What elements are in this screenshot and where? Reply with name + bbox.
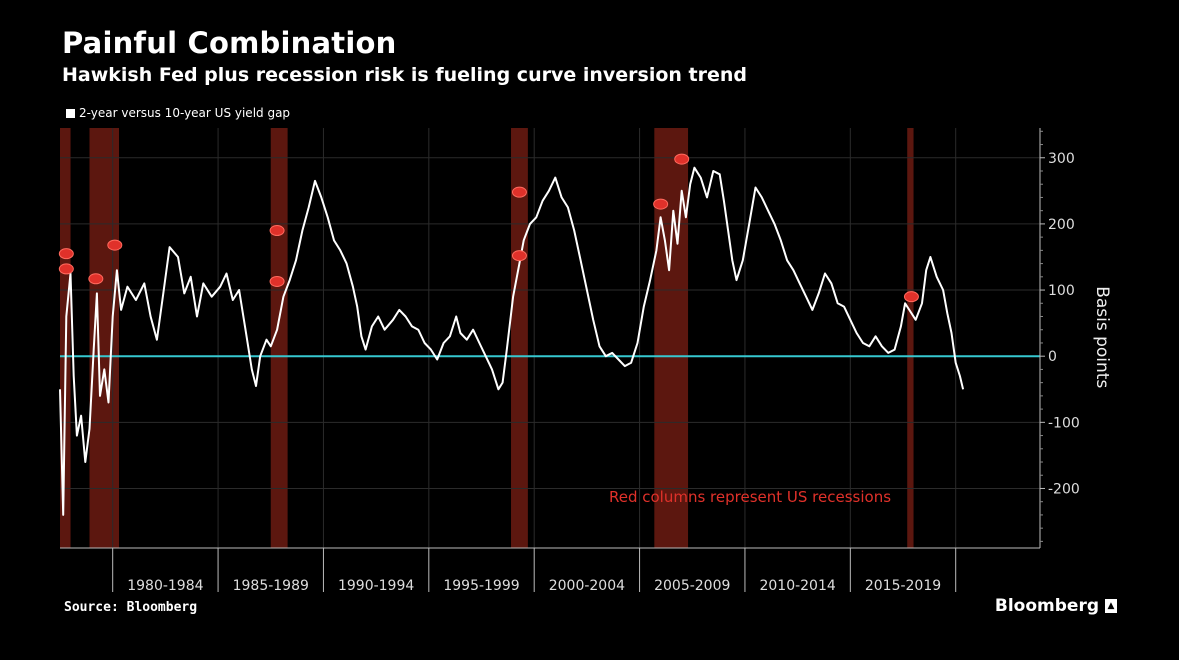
recession-annotation: Red columns represent US recessions: [609, 488, 891, 506]
chart-title: Painful Combination: [62, 26, 397, 60]
recession-marker: [58, 248, 74, 260]
legend-label: 2-year versus 10-year US yield gap: [79, 106, 291, 120]
recession-marker: [88, 273, 104, 285]
x-tick-label: 2005-2009: [654, 578, 730, 594]
x-tick-label: 1985-1989: [233, 578, 309, 594]
y-tick-label: -200: [1048, 481, 1080, 497]
recession-marker: [674, 153, 690, 165]
recession-marker: [269, 275, 285, 287]
x-tick-label: 1990-1994: [338, 578, 414, 594]
x-tick-label: 2000-2004: [549, 578, 625, 594]
brand-name: Bloomberg: [994, 596, 1099, 616]
source-note: Source: Bloomberg: [64, 600, 198, 615]
brand-logo: Bloomberg ▲: [995, 596, 1117, 616]
x-tick-label: 2015-2019: [865, 578, 941, 594]
recession-marker: [107, 239, 123, 251]
chart-subtitle: Hawkish Fed plus recession risk is fueli…: [62, 64, 748, 86]
legend: 2-year versus 10-year US yield gap: [66, 106, 290, 120]
recession-column: [907, 128, 914, 548]
recession-column: [654, 128, 689, 548]
yield-gap-line: [59, 166, 965, 516]
y-tick-label: 200: [1048, 217, 1075, 233]
x-tick-label: 1995-1999: [443, 578, 519, 594]
y-tick-label: -100: [1048, 415, 1080, 431]
legend-swatch: [66, 108, 75, 118]
recession-marker: [653, 198, 669, 210]
recession-marker: [511, 186, 527, 198]
y-tick-label: 300: [1048, 151, 1075, 167]
y-tick-label: 0: [1048, 349, 1057, 365]
y-axis-label: Basis points: [1092, 286, 1112, 388]
recession-marker: [269, 225, 285, 237]
recession-column: [511, 128, 528, 548]
recession-marker: [903, 291, 919, 303]
recession-marker: [511, 250, 527, 262]
bloomberg-logo-icon: ▲: [1105, 599, 1117, 613]
x-tick-label: 2010-2014: [759, 578, 835, 594]
recession-marker: [58, 263, 74, 275]
x-tick-label: 1980-1984: [127, 578, 203, 594]
y-tick-label: 100: [1048, 283, 1075, 299]
